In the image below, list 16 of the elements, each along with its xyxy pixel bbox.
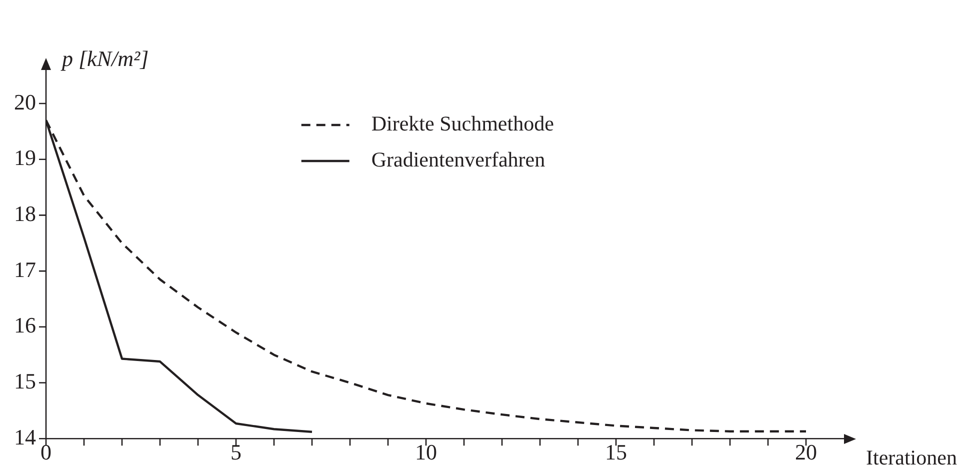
x-axis-title: Iterationen xyxy=(866,446,958,470)
y-tick-label: 16 xyxy=(14,312,36,338)
x-tick-label: 15 xyxy=(605,440,627,465)
x-tick-label: 10 xyxy=(415,440,437,465)
x-tick-label: 20 xyxy=(795,440,817,465)
legend-label: Gradientenverfahren xyxy=(371,148,546,172)
x-tick-label: 5 xyxy=(230,440,242,465)
y-tick-label: 20 xyxy=(14,89,36,114)
x-tick-label: 0 xyxy=(40,440,52,465)
legend-label: Direkte Suchmethode xyxy=(371,112,554,136)
y-tick-label: 14 xyxy=(14,424,36,450)
y-tick-label: 17 xyxy=(14,256,36,282)
y-axis-title: p [kN/m²] xyxy=(60,46,149,71)
y-tick-label: 15 xyxy=(14,368,36,394)
y-tick-label: 18 xyxy=(14,200,36,226)
y-tick-label: 19 xyxy=(14,145,36,170)
